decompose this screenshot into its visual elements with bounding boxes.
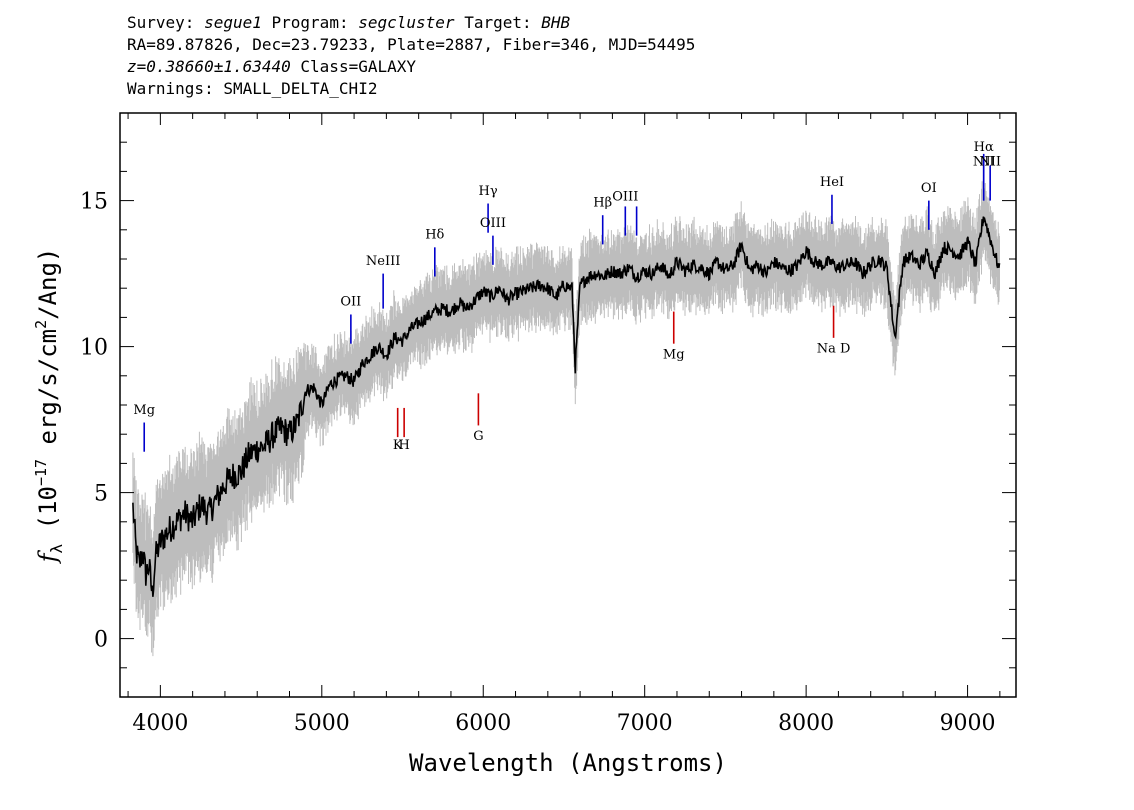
x-tick-label: 7000 (617, 711, 673, 736)
line-label-g: G (473, 429, 483, 444)
line-label-mg: Mg (663, 347, 685, 362)
line-label-h-: Hδ (425, 228, 444, 243)
y-axis-title-pre: (10 (34, 486, 62, 544)
header-line-survey: Survey: segue1 Program: segcluster Targe… (127, 12, 695, 34)
survey-label: Survey: (127, 13, 195, 32)
program-value: segcluster (358, 13, 455, 32)
line-label-h-: Hα (974, 140, 994, 155)
class-value: Class=GALAXY (300, 57, 416, 76)
y-axis-title-post: /Ang) (34, 248, 62, 320)
line-label-oi: OI (921, 181, 937, 196)
line-label-h: H (398, 438, 409, 453)
header-line-warnings: Warnings: SMALL_DELTA_CHI2 (127, 79, 378, 98)
x-tick-label: 8000 (778, 711, 834, 736)
x-tick-label: 5000 (294, 711, 350, 736)
error-band-layer (132, 179, 1000, 657)
y-axis-title-mid: erg/s/cm (34, 329, 62, 459)
y-axis-title-exp2: 2 (32, 320, 50, 329)
y-tick-label: 10 (80, 336, 108, 361)
axis-ticks-layer: 4000 5000 6000 7000 8000 9000 0 5 10 15 (80, 112, 1016, 736)
x-tick-label: 6000 (455, 711, 511, 736)
line-label-hei: HeI (820, 175, 844, 190)
target-label: Target: (464, 13, 532, 32)
header-line-coordinates: RA=89.87826, Dec=23.79233, Plate=2887, F… (127, 35, 696, 54)
line-label-oiii: OIII (480, 216, 506, 231)
flux-layer (132, 216, 1001, 597)
line-label-h-: Hβ (593, 195, 612, 210)
y-tick-label: 5 (94, 482, 108, 507)
line-label-k: K (393, 438, 403, 453)
line-label-nii: NII (979, 155, 1001, 170)
x-tick-label: 4000 (132, 711, 188, 736)
line-label-oiii: OIII (612, 190, 638, 205)
flux-line (132, 216, 1001, 597)
y-axis-title-sub: λ (47, 543, 66, 553)
target-value: BHB (541, 13, 571, 32)
line-label-na-d: Na D (817, 341, 851, 356)
line-label-oii: OII (340, 295, 361, 310)
program-label: Program: (271, 13, 349, 32)
y-tick-label: 0 (94, 628, 108, 653)
redshift-value: z=0.38660±1.63440 (127, 57, 291, 76)
y-tick-label: 15 (80, 190, 108, 215)
y-axis-title: fλ (10−17 erg/s/cm2/Ang) (32, 248, 66, 565)
x-axis-title: Wavelength (Angstroms) (409, 749, 727, 777)
error-band (132, 179, 1000, 657)
line-label-h-: Hγ (479, 184, 498, 199)
y-axis-title-exp: −17 (32, 459, 50, 486)
spectrum-header: Survey: segue1 Program: segcluster Targe… (127, 12, 695, 100)
line-label-neiii: NeIII (366, 254, 400, 269)
survey-value: segue1 (204, 13, 262, 32)
header-line-redshift: z=0.38660±1.63440 Class=GALAXY (127, 56, 695, 78)
line-label-mg: Mg (133, 403, 155, 418)
x-tick-label: 9000 (940, 711, 996, 736)
